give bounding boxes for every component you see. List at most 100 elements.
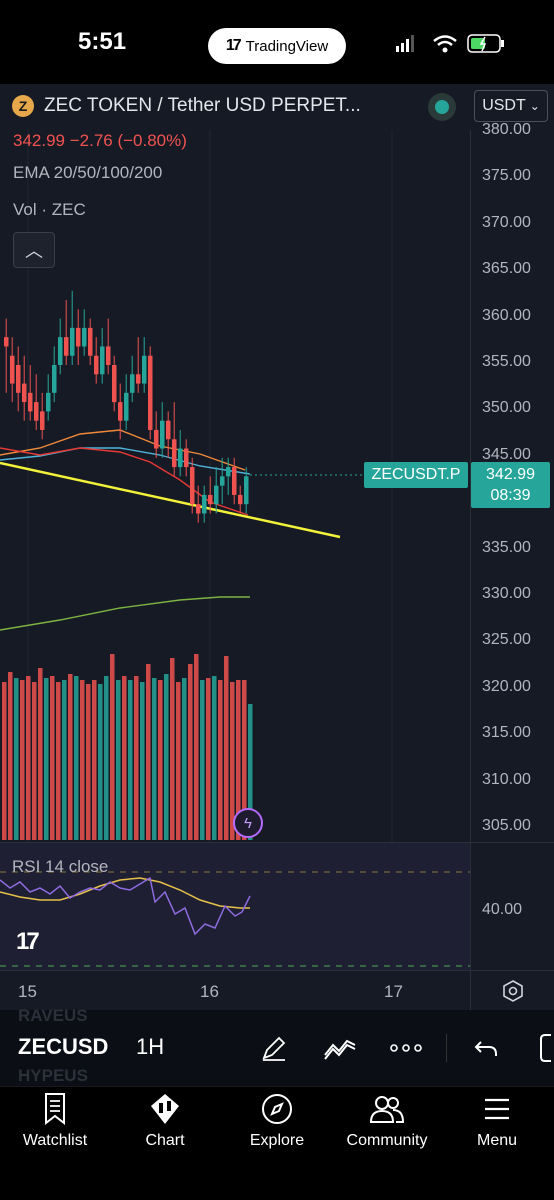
candle-body (160, 420, 165, 449)
time-label: 16 (200, 982, 219, 1001)
tab-label: Watchlist (22, 1132, 88, 1149)
volume-bar (32, 682, 37, 840)
candle-body (34, 402, 39, 421)
rsi-tick: 40.00 (482, 901, 523, 918)
candle-body (16, 365, 21, 393)
volume-bar (56, 682, 61, 840)
bar-countdown: 08:39 (490, 487, 531, 504)
volume-bar (200, 680, 205, 840)
volume-bar (50, 676, 55, 840)
pair-title[interactable]: ZEC TOKEN / Tether USD PERPET... (44, 95, 361, 116)
legend-price: 342.99 −2.76 (−0.80%) (13, 131, 187, 150)
rsi-chart (0, 871, 470, 967)
tab-community[interactable]: Community (332, 1092, 442, 1150)
candle-body (190, 467, 195, 505)
ema-200-line (0, 596, 250, 631)
candle-body (94, 355, 99, 375)
tab-label: Chart (145, 1132, 185, 1149)
candle-body (238, 494, 243, 505)
rsi-line (0, 876, 251, 936)
chart-settings-button[interactable] (470, 970, 554, 1010)
price-chart (0, 130, 470, 842)
candle-body (28, 392, 33, 412)
candle-body (178, 448, 183, 468)
candle-body (208, 494, 213, 505)
ema-50-line (0, 429, 246, 471)
price-tick: 325.00 (482, 631, 531, 649)
tab-label: Community (346, 1132, 428, 1149)
candle-body (124, 392, 129, 421)
app-pill[interactable]: 17 TradingView (208, 28, 346, 64)
candle-body (58, 337, 63, 365)
drawing-pen-icon[interactable] (256, 1030, 292, 1066)
rsi-pane[interactable] (0, 842, 470, 970)
candle-body (118, 402, 123, 421)
interval-selector[interactable]: 1H (136, 1034, 165, 1059)
price-tick: 370.00 (482, 213, 531, 231)
time-axis[interactable] (0, 970, 470, 1010)
legend-ema[interactable]: EMA 20/50/100/200 (13, 163, 163, 182)
volume-bar (140, 682, 145, 840)
last-price-value: 342.99 (486, 466, 535, 483)
currency-selector[interactable]: USDT ⌄ (474, 90, 548, 122)
lightning-icon[interactable]: ϟ (233, 808, 263, 838)
volume-bar (92, 680, 97, 840)
candle-body (172, 439, 177, 468)
volume-bar (2, 682, 7, 840)
trendline (0, 461, 341, 539)
toolbar-divider (446, 1034, 447, 1062)
price-tick: 365.00 (482, 260, 531, 278)
tab-menu[interactable]: Menu (442, 1092, 552, 1150)
price-tick: 330.00 (482, 585, 531, 602)
candle-body (106, 346, 111, 365)
undo-icon[interactable] (468, 1030, 504, 1066)
legend-volume[interactable]: Vol · ZEC (13, 200, 86, 219)
candle-body (196, 504, 201, 514)
market-status-icon[interactable] (428, 93, 456, 121)
chart-icon (151, 1094, 179, 1124)
volume-bar (116, 680, 121, 840)
volume-bar (188, 664, 193, 840)
candle-body (184, 448, 189, 468)
price-tick: 320.00 (482, 677, 531, 695)
volume-bar (206, 678, 211, 840)
bookmark-icon (45, 1093, 65, 1126)
collapse-legend-button[interactable]: ︿ (13, 232, 55, 268)
volume-bar (182, 678, 187, 840)
indicators-icon[interactable] (322, 1030, 358, 1066)
tab-watchlist[interactable]: Watchlist (0, 1092, 110, 1150)
price-tick: 375.00 (482, 167, 531, 185)
candle-body (226, 467, 231, 477)
symbol-price-label: ZECUSDT.P (364, 462, 468, 488)
fullscreen-icon[interactable] (532, 1030, 554, 1066)
rsi-label[interactable]: RSI 14 close (12, 857, 109, 876)
candle-body (136, 374, 141, 384)
price-tick: 350.00 (482, 399, 531, 417)
volume-bar (26, 676, 31, 840)
more-options-icon[interactable] (388, 1030, 424, 1066)
candle-body (142, 355, 147, 384)
symbol-selector[interactable]: ZECUSD (18, 1034, 109, 1059)
candle-body (88, 327, 93, 356)
zcash-coin-icon: Z (12, 95, 34, 117)
candle-body (112, 365, 117, 403)
chevron-down-icon: ⌄ (529, 99, 540, 113)
candle-body (64, 337, 69, 356)
volume-bar (212, 676, 217, 840)
volume-bar (104, 676, 109, 840)
volume-bar (176, 682, 181, 840)
volume-bar (248, 704, 253, 840)
battery-icon (467, 34, 504, 53)
candle-body (202, 494, 207, 514)
candle-body (100, 346, 105, 375)
ghost-symbol-above: RAVEUS (18, 1006, 88, 1025)
tab-chart[interactable]: Chart (110, 1092, 220, 1150)
rsi-signal-line (0, 877, 250, 909)
currency-label: USDT (482, 97, 526, 114)
volume-bar (158, 680, 163, 840)
volume-bar (152, 678, 157, 840)
volume-bar (68, 674, 73, 840)
tab-explore[interactable]: Explore (222, 1092, 332, 1150)
bottom-tab-bar (0, 1086, 554, 1200)
candle-body (214, 485, 219, 505)
